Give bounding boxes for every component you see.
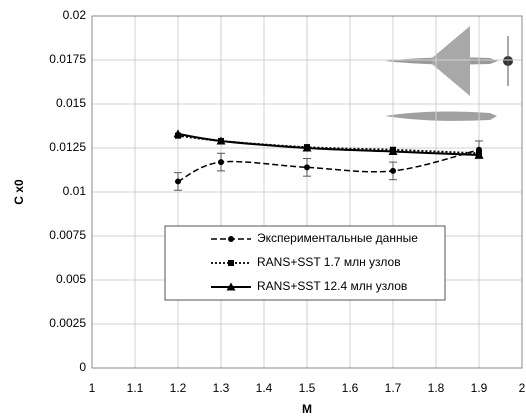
x-tick-label: 2	[519, 381, 526, 395]
x-tick-label: 1.9	[471, 381, 488, 395]
marker	[226, 282, 236, 291]
legend-label: Экспериментальные данные	[257, 231, 418, 245]
marker	[175, 178, 181, 185]
marker	[228, 260, 234, 266]
y-tick-label: 0.005	[56, 272, 86, 286]
y-tick-label: 0.01	[63, 184, 87, 198]
x-tick-label: 1	[89, 381, 96, 395]
x-tick-label: 1.5	[299, 381, 316, 395]
marker	[173, 129, 183, 138]
plot-frame	[91, 15, 523, 369]
series-line	[177, 149, 480, 183]
x-tick-label: 1.8	[428, 381, 445, 395]
marker	[474, 150, 484, 159]
marker	[218, 159, 224, 166]
x-tick-label: 1.1	[127, 381, 144, 395]
y-tick-label: 0.0175	[49, 52, 86, 66]
y-tick-label: 0.0125	[49, 140, 86, 154]
x-axis-label: M	[302, 402, 312, 416]
x-tick-label: 1.6	[342, 381, 359, 395]
marker	[216, 136, 226, 145]
x-tick-label: 1.2	[170, 381, 187, 395]
legend-label: RANS+SST 1.7 млн узлов	[257, 255, 401, 269]
aircraft-illustration	[385, 26, 513, 121]
y-tick-label: 0.0025	[49, 316, 86, 330]
aircraft-side	[385, 111, 497, 121]
y-tick-label: 0	[79, 360, 86, 374]
marker	[390, 167, 396, 174]
x-tick-label: 1.7	[385, 381, 402, 395]
aircraft-wing	[432, 26, 470, 96]
marker	[302, 143, 312, 152]
y-tick-label: 0.015	[56, 96, 86, 110]
marker	[228, 236, 234, 242]
marker	[388, 147, 398, 156]
x-tick-label: 1.3	[213, 381, 230, 395]
x-tick-label: 1.4	[256, 381, 273, 395]
marker	[304, 164, 310, 171]
y-axis-label: C x0	[12, 179, 26, 205]
y-tick-label: 0.02	[63, 8, 87, 22]
y-tick-label: 0.0075	[49, 228, 86, 242]
legend: Экспериментальные данные RANS+SST 1.7 млн…	[164, 225, 446, 301]
series	[173, 129, 484, 159]
legend-label: RANS+SST 12.4 млн узлов	[257, 279, 407, 293]
